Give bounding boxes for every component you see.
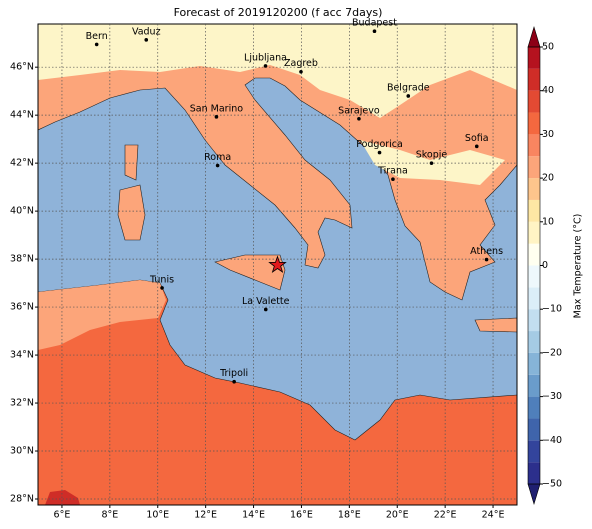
- x-tick-label: 20°E: [386, 510, 409, 521]
- x-tick-label: 6°E: [54, 510, 71, 521]
- y-tick-label: 42°N: [10, 158, 34, 169]
- y-tick-label: 30°N: [10, 446, 34, 457]
- colorbar-bin: [528, 287, 540, 310]
- colorbar-tick-label: −50: [542, 479, 562, 490]
- city-label: Tripoli: [219, 368, 248, 379]
- city-dot: [94, 42, 99, 47]
- y-tick-label: 28°N: [10, 494, 34, 505]
- city-label: Bern: [86, 31, 108, 42]
- city-dot: [357, 116, 361, 121]
- y-tick-label: 36°N: [10, 302, 34, 313]
- city-label: Belgrade: [387, 82, 430, 93]
- city-dot: [406, 94, 411, 98]
- city-label: Skopje: [416, 150, 448, 161]
- colorbar-bin: [528, 462, 540, 484]
- x-tick-label: 24°E: [482, 510, 505, 521]
- warm-coast: [38, 280, 166, 350]
- city-dot: [144, 38, 149, 42]
- colorbar-tick-label: 30: [542, 129, 554, 140]
- x-tick-label: 12°E: [194, 510, 217, 521]
- city-dot: [474, 144, 479, 149]
- colorbar-tick-label: 20: [542, 173, 554, 184]
- city-dot: [429, 161, 434, 165]
- colorbar-bin: [528, 134, 540, 157]
- chart-title: Forecast of 2019120200 (f acc 7days): [174, 6, 383, 19]
- colorbar-bin: [528, 178, 540, 200]
- colorbar-tick-label: −30: [542, 391, 562, 402]
- colorbar-bin: [528, 156, 540, 179]
- city-label: La Valette: [242, 296, 290, 307]
- city-dot: [484, 257, 489, 262]
- city-label: Athens: [470, 246, 503, 257]
- map-frame: [37, 23, 518, 506]
- city-label: Tirana: [377, 166, 408, 177]
- sardinia: [117, 184, 146, 241]
- city-dot: [372, 29, 377, 33]
- colorbar-label: Max Temperature (°C): [573, 214, 584, 319]
- city-label: Sarajevo: [338, 105, 380, 116]
- colorbar-tick-label: 0: [542, 260, 548, 271]
- colorbar-tick-label: 40: [542, 85, 554, 96]
- city-label: San Marino: [190, 103, 243, 114]
- hot-zone: [45, 490, 80, 505]
- colorbar-bin: [528, 68, 540, 91]
- city-dot: [232, 379, 236, 384]
- city-dot: [263, 307, 268, 312]
- x-tick-label: 10°E: [146, 510, 169, 521]
- colorbar-tick-label: 10: [542, 216, 554, 227]
- y-tick-label: 38°N: [10, 254, 34, 265]
- city-dot: [214, 115, 219, 119]
- colorbar-bin: [528, 440, 540, 463]
- x-tick-label: 8°E: [101, 510, 118, 521]
- y-tick-label: 34°N: [10, 350, 34, 361]
- colorbar-bin: [528, 374, 540, 397]
- city-label: Roma: [204, 152, 231, 163]
- city-dot: [391, 177, 395, 182]
- city-label: Tunis: [149, 274, 174, 285]
- colorbar-bin: [528, 221, 540, 244]
- colorbar-tick-label: −20: [542, 347, 562, 358]
- colorbar-bin: [528, 352, 540, 375]
- colorbar-extend: [527, 483, 541, 506]
- x-tick-label: 22°E: [434, 510, 457, 521]
- colorbar-tick-label: −10: [542, 304, 562, 315]
- colorbar-bin: [528, 396, 540, 419]
- colorbar-bin: [528, 331, 540, 353]
- colorbar-bin: [528, 243, 540, 266]
- city-label: Zagreb: [284, 58, 318, 69]
- city-label: Podgorica: [356, 139, 403, 150]
- city-dot: [263, 64, 268, 68]
- corsica: [124, 144, 139, 181]
- colorbar-extend: [527, 25, 541, 48]
- city-dot: [377, 150, 382, 155]
- colorbar-bin: [528, 199, 540, 222]
- colorbar-bin: [528, 90, 540, 113]
- city-label: Sofia: [465, 133, 489, 144]
- x-tick-label: 16°E: [290, 510, 313, 521]
- x-tick-label: 14°E: [242, 510, 265, 521]
- colorbar-tick-label: −40: [542, 435, 562, 446]
- colorbar-bin: [528, 309, 540, 332]
- city-dot: [160, 286, 164, 290]
- sicily: [214, 254, 286, 291]
- y-tick-label: 44°N: [10, 110, 34, 121]
- y-tick-label: 32°N: [10, 398, 34, 409]
- city-label: Vaduz: [132, 26, 161, 37]
- colorbar-bin: [528, 112, 540, 135]
- city-label: Budapest: [352, 18, 397, 29]
- y-tick-label: 40°N: [10, 206, 34, 217]
- x-tick-label: 18°E: [338, 510, 361, 521]
- city-dot: [299, 69, 303, 74]
- colorbar-tick-label: 50: [542, 42, 554, 53]
- colorbar-bin: [528, 47, 540, 69]
- forecast-point: [268, 255, 287, 273]
- colorbar-bin: [528, 418, 540, 441]
- colorbar-bin: [528, 265, 540, 288]
- city-dot: [215, 163, 220, 168]
- crete: [474, 317, 517, 333]
- y-tick-label: 46°N: [10, 62, 34, 73]
- city-label: Ljubljana: [244, 52, 287, 63]
